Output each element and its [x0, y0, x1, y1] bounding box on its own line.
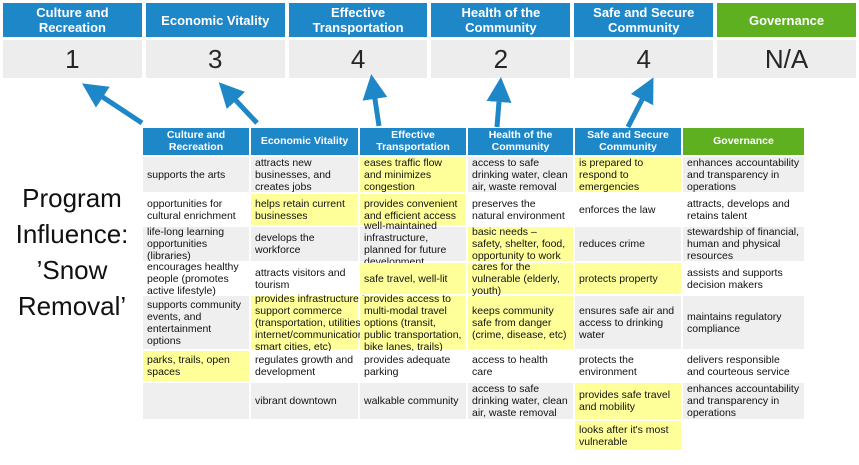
matrix-cell: provides access to multi-modal travel op…	[360, 293, 466, 353]
matrix-cell: access to safe drinking water, clean air…	[468, 157, 573, 193]
matrix-cell: attracts new businesses, and creates job…	[251, 157, 358, 193]
matrix-cell: access to health care	[468, 351, 573, 381]
matrix-header-cell: Governance	[683, 128, 804, 155]
matrix-cell: enforces the law	[575, 194, 681, 225]
arrow-icon	[625, 77, 654, 129]
matrix-cell: encourages healthy people (promotes acti…	[143, 261, 249, 297]
program-label-line: ’Snow	[36, 255, 108, 285]
matrix-cell: provides safe travel and mobility	[575, 383, 681, 419]
summary-pillar-score: 1	[3, 40, 142, 78]
program-label-line: Removal’	[17, 291, 127, 321]
matrix-cell	[251, 421, 358, 450]
arrow-icon	[362, 74, 388, 127]
matrix-cell: looks after it's most vulnerable	[575, 421, 681, 450]
matrix-cell	[683, 421, 804, 450]
matrix-cell: enhances accountability and transparency…	[683, 157, 804, 193]
matrix-cell: preserves the natural environment	[468, 194, 573, 225]
matrix-cell: ensures safe air and access to drinking …	[575, 296, 681, 349]
matrix-cell: basic needs – safety, shelter, food, opp…	[468, 226, 573, 262]
matrix-cell: opportunities for cultural enrichment	[143, 194, 249, 225]
matrix-header-cell: Effective Transportation	[360, 128, 466, 155]
summary-pillar-label: Effective Transportation	[288, 3, 428, 37]
matrix-cell: enhances accountability and transparency…	[683, 383, 804, 419]
matrix-cell: develops the workforce	[251, 227, 358, 261]
summary-pillar-score: 4	[574, 40, 714, 78]
matrix-cell	[143, 421, 249, 450]
matrix-cell: eases traffic flow and minimizes congest…	[360, 157, 466, 193]
matrix-cell: reduces crime	[575, 227, 681, 261]
matrix-cell: helps retain current businesses	[251, 194, 358, 225]
matrix-cell: walkable community	[360, 383, 466, 419]
summary-pillar-score: 2	[431, 40, 571, 78]
matrix-cell: provides convenient and efficient access	[360, 194, 466, 225]
program-label-line: Influence:	[15, 219, 129, 249]
summary-pillar-score: 4	[288, 40, 428, 78]
matrix-header-cell: Economic Vitality	[251, 128, 358, 155]
matrix-cell: supports the arts	[143, 157, 249, 192]
arrows	[0, 74, 859, 130]
matrix-cell: provides adequate parking	[360, 351, 466, 381]
matrix-cell: protects the environment	[575, 351, 681, 381]
matrix-cell: is prepared to respond to emergencies	[575, 157, 681, 193]
arrow-icon	[81, 83, 144, 126]
matrix-cell: life-long learning opportunities (librar…	[143, 226, 249, 262]
program-label-line: Program	[22, 183, 122, 213]
matrix-cell: delivers responsible and courteous servi…	[683, 351, 804, 381]
matrix-cell: protects property	[575, 263, 681, 294]
summary-pillar-label: Safe and Secure Community	[574, 3, 714, 37]
matrix-cell: parks, trails, open spaces	[143, 351, 249, 381]
matrix-cell: supports community events, and entertain…	[143, 296, 249, 349]
arrows-svg	[81, 74, 654, 129]
arrow-icon	[486, 77, 512, 128]
matrix-cell	[468, 421, 573, 450]
matrix-cell: well-maintained infrastructure, planned …	[360, 220, 466, 268]
summary-pillar-score: N/A	[717, 40, 856, 78]
matrix-header-cell: Culture and Recreation	[143, 128, 249, 155]
matrix-cell: access to safe drinking water, clean air…	[468, 383, 573, 419]
summary-pillar-label: Culture and Recreation	[3, 3, 142, 37]
matrix-cell: stewardship of financial, human and phys…	[683, 226, 804, 262]
matrix-cell	[360, 421, 466, 450]
arrow-icon	[218, 82, 259, 125]
matrix-header-cell: Safe and Secure Community	[575, 128, 681, 155]
matrix-cell: assists and supports decision makers	[683, 263, 804, 294]
influence-matrix: Culture and Recreation Economic Vitality E…	[143, 128, 804, 450]
matrix-cell: regulates growth and development	[251, 351, 358, 381]
matrix-cell: attracts visitors and tourism	[251, 263, 358, 294]
summary-pillar-label: Health of the Community	[431, 3, 571, 37]
summary-pillar-score: 3	[145, 40, 285, 78]
matrix-cell: vibrant downtown	[251, 383, 358, 419]
program-influence-label: Program Influence: ’Snow Removal’	[2, 180, 142, 324]
matrix-cell: provides infrastructure to support comme…	[251, 293, 372, 353]
matrix-cell: cares for the vulnerable (elderly, youth…	[468, 261, 573, 297]
summary-band: Culture and Recreation Economic Vitality E…	[3, 3, 856, 78]
summary-pillar-label: Governance	[717, 3, 856, 37]
matrix-header-cell: Health of the Community	[468, 128, 573, 155]
summary-pillar-label: Economic Vitality	[145, 3, 285, 37]
matrix-cell: safe travel, well-lit	[360, 263, 466, 294]
matrix-cell: keeps community safe from danger (crime,…	[468, 296, 573, 349]
matrix-cell: maintains regulatory compliance	[683, 296, 804, 349]
matrix-cell	[143, 383, 249, 419]
matrix-cell: attracts, develops and retains talent	[683, 194, 804, 225]
